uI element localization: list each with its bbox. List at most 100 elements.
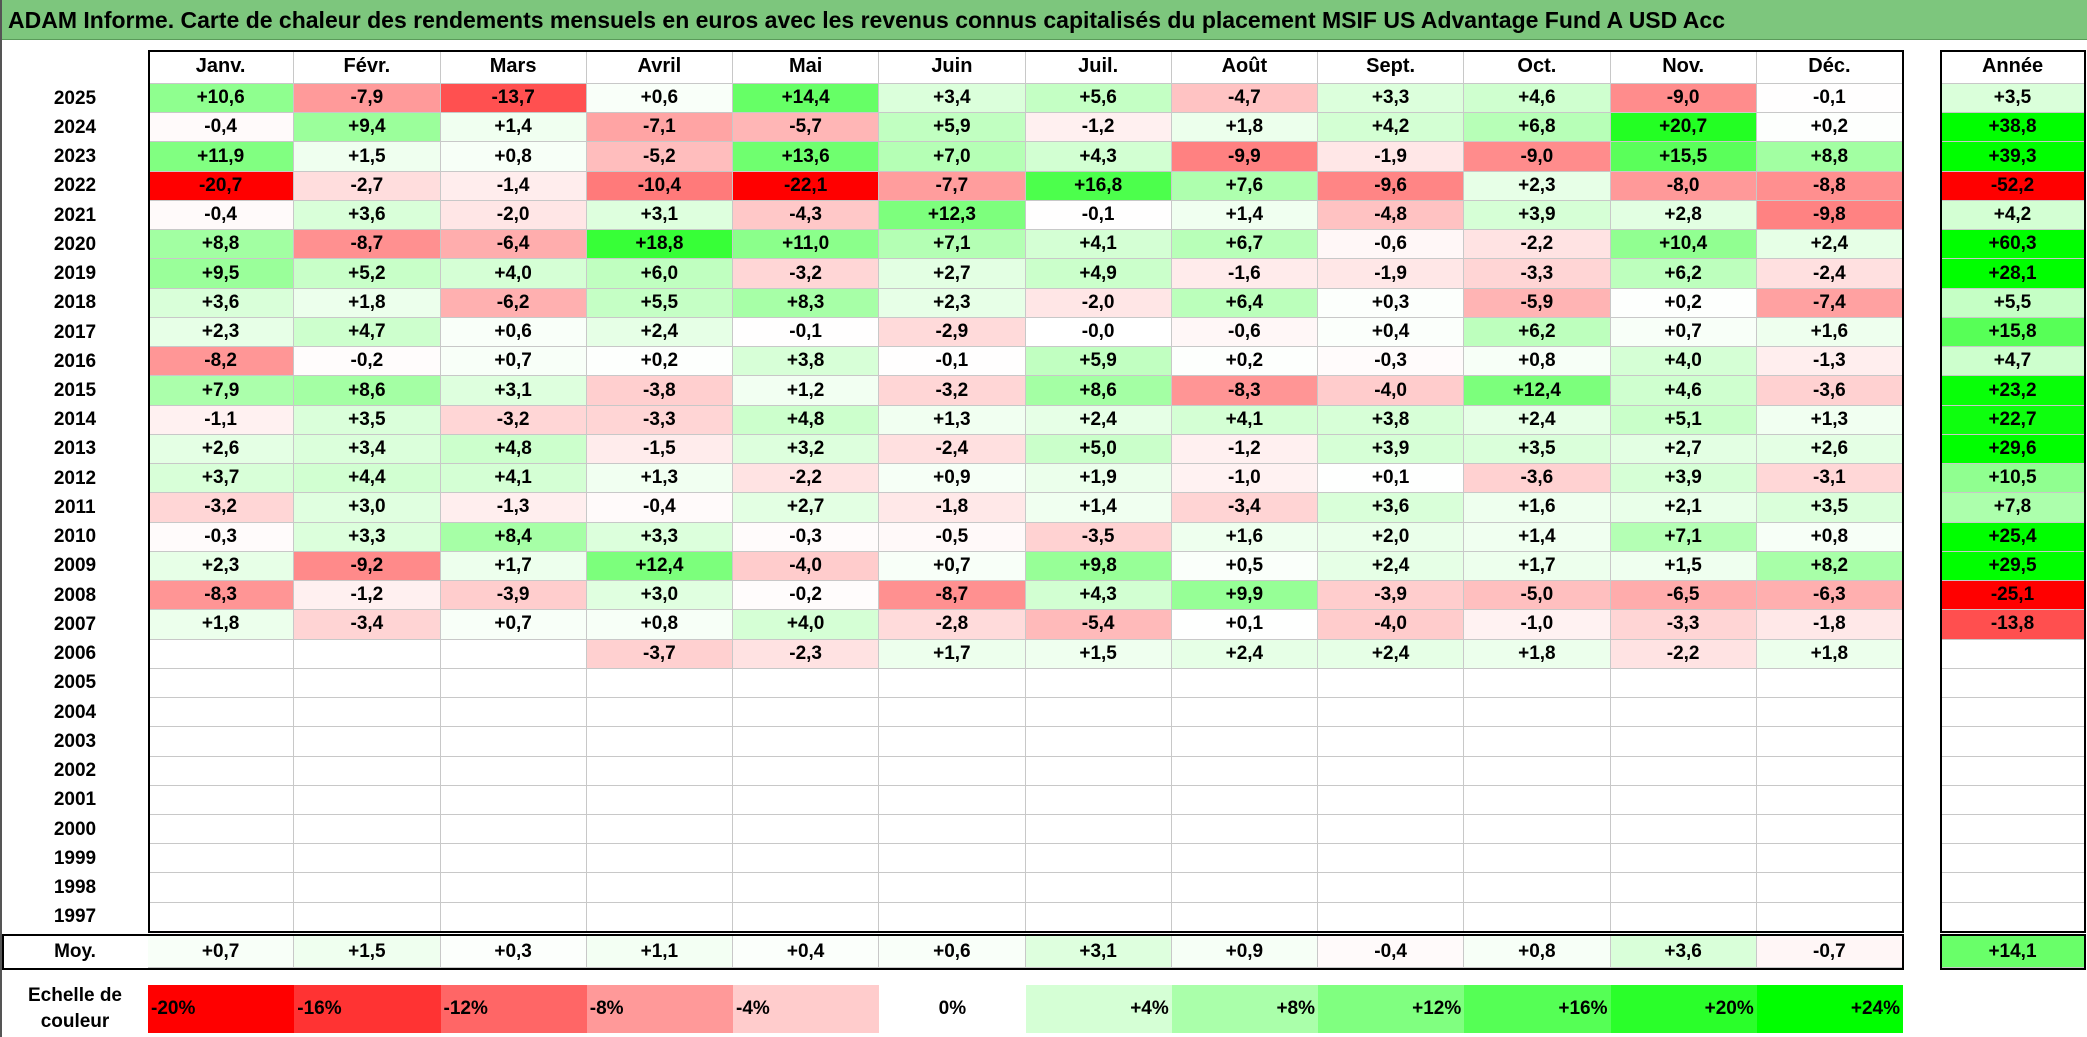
average-cell: -0,4	[1318, 936, 1465, 968]
heatmap-cell: +1,6	[1464, 493, 1611, 523]
heatmap-cell	[1464, 902, 1611, 932]
heatmap-cell: +4,6	[1610, 376, 1757, 406]
heatmap-cell: -2,0	[440, 200, 587, 231]
heatmap-cell: -4,8	[1318, 200, 1465, 231]
heatmap-cell: +4,1	[1025, 230, 1172, 260]
heatmap-cell	[733, 756, 880, 786]
heatmap-cell: +3,7	[148, 464, 295, 494]
year-label: 2021	[53, 204, 97, 226]
heatmap-cell: +2,6	[148, 434, 295, 465]
heatmap-cell: -5,7	[733, 113, 880, 143]
heatmap-cell: +8,4	[440, 522, 587, 552]
heatmap-cell: -4,3	[733, 200, 880, 231]
heatmap-cell: -8,3	[1171, 376, 1318, 406]
month-header: Mars	[440, 50, 587, 84]
heatmap-cell: +4,1	[440, 464, 587, 494]
year-label: 2025	[53, 87, 97, 109]
heatmap-cell	[1318, 873, 1465, 903]
heatmap-cell: -5,0	[1464, 581, 1611, 611]
heatmap-cell: +2,8	[1610, 200, 1757, 231]
heatmap-cell	[1318, 756, 1465, 786]
heatmap-cell: -6,2	[440, 288, 587, 318]
heatmap-cell: +6,0	[586, 259, 733, 289]
month-header: Mai	[733, 50, 880, 84]
heatmap-cell	[586, 902, 733, 932]
heatmap-cell: +4,3	[1025, 142, 1172, 172]
year-label: 2020	[53, 233, 97, 255]
heatmap-cell: +13,6	[733, 142, 880, 172]
heatmap-cell: +0,5	[1171, 551, 1318, 582]
heatmap-cell: +3,6	[148, 288, 295, 318]
heatmap-cell: -1,2	[1025, 113, 1172, 143]
heatmap-cell: +1,8	[1756, 639, 1903, 669]
year-label: 2007	[53, 613, 97, 635]
annual-return-cell: +4,7	[1941, 347, 2085, 377]
heatmap-cell	[1318, 902, 1465, 932]
heatmap-cell: +0,7	[440, 610, 587, 640]
heatmap-cell	[294, 815, 441, 845]
heatmap-cell: -8,3	[148, 581, 295, 611]
heatmap-cell: +5,1	[1610, 405, 1757, 435]
heatmap-cell	[1756, 668, 1903, 699]
heatmap-cell: -1,3	[1756, 347, 1903, 377]
average-cell: +1,1	[586, 936, 733, 968]
heatmap-cell	[1756, 785, 1903, 815]
average-cell: +0,9	[1171, 936, 1318, 968]
heatmap-cell: +6,7	[1171, 230, 1318, 260]
heatmap-cell: -7,1	[586, 113, 733, 143]
heatmap-cell	[879, 844, 1026, 874]
heatmap-cell: +15,5	[1610, 142, 1757, 172]
legend-swatch: -12%	[440, 985, 587, 1033]
heatmap-cell: -20,7	[148, 171, 295, 201]
legend-swatch: -4%	[733, 985, 880, 1033]
heatmap-cell: +4,0	[733, 610, 880, 640]
heatmap-cell	[294, 639, 441, 669]
heatmap-cell: -2,2	[733, 464, 880, 494]
legend-swatch: +20%	[1610, 985, 1757, 1033]
heatmap-cell: +5,9	[879, 113, 1026, 143]
heatmap-cell: -1,2	[1171, 434, 1318, 465]
heatmap-cell: +1,8	[148, 610, 295, 640]
heatmap-cell	[1171, 668, 1318, 699]
month-header: Déc.	[1756, 50, 1903, 84]
year-label: 2012	[53, 467, 97, 489]
heatmap-cell: +1,7	[879, 639, 1026, 669]
heatmap-cell	[440, 902, 587, 932]
heatmap-cell	[586, 785, 733, 815]
heatmap-cell: -2,7	[294, 171, 441, 201]
month-header: Oct.	[1464, 50, 1611, 84]
heatmap-cell	[1756, 756, 1903, 786]
heatmap-cell	[148, 873, 295, 903]
heatmap-cell	[1318, 698, 1465, 728]
heatmap-cell: -2,9	[879, 317, 1026, 348]
legend-swatch: +4%	[1025, 985, 1172, 1033]
year-label: 2023	[53, 146, 97, 168]
heatmap-cell: -9,0	[1464, 142, 1611, 172]
heatmap-cell: +7,0	[879, 142, 1026, 172]
heatmap-cell: -3,6	[1464, 464, 1611, 494]
annual-return-cell	[1941, 698, 2085, 728]
heatmap-cell: -9,9	[1171, 142, 1318, 172]
heatmap-cell: +3,3	[294, 522, 441, 552]
heatmap-cell	[1318, 727, 1465, 757]
average-cell: +0,3	[440, 936, 587, 968]
heatmap-cell: -8,2	[148, 347, 295, 377]
heatmap-cell: -0,1	[1756, 84, 1903, 114]
heatmap-cell	[586, 844, 733, 874]
annual-return-cell	[1941, 815, 2085, 845]
heatmap-cell	[1610, 902, 1757, 932]
heatmap-cell: +2,4	[1318, 551, 1465, 582]
heatmap-cell	[294, 873, 441, 903]
heatmap-cell: -3,2	[148, 493, 295, 523]
heatmap-cell	[733, 902, 880, 932]
heatmap-cell: +1,5	[1025, 639, 1172, 669]
heatmap-cell: +0,3	[1318, 288, 1465, 318]
heatmap-cell	[1025, 844, 1172, 874]
heatmap-cell	[1756, 844, 1903, 874]
annual-return-cell	[1941, 668, 2085, 699]
heatmap-cell	[1610, 873, 1757, 903]
heatmap-cell	[440, 785, 587, 815]
annual-return-cell	[1941, 756, 2085, 786]
heatmap-cell: +8,3	[733, 288, 880, 318]
average-cell: -0,7	[1756, 936, 1903, 968]
